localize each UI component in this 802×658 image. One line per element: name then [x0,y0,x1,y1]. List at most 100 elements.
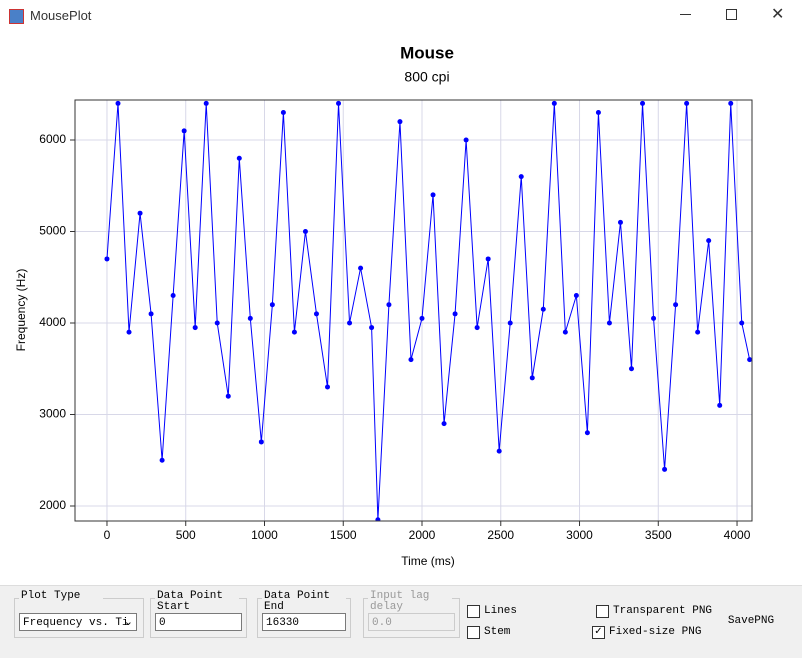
data-point [606,320,612,326]
data-point [706,238,712,244]
group-label: Input lag delay [368,591,452,613]
data-point [728,100,734,106]
input-value: 0 [159,617,166,629]
data-point [137,210,143,216]
data-point [430,192,436,198]
app-icon [9,9,24,24]
data-point [280,110,286,116]
checkbox-label: Stem [484,626,511,638]
y-tick-label: 4000 [39,315,66,329]
data-point [463,137,469,143]
plot-type-group: Plot Type Frequency vs. Ti ⌄ [14,591,144,638]
data-point [529,375,535,381]
data-point [595,110,601,116]
data-point [485,256,491,262]
y-axis-label: Frequency (Hz) [14,269,28,352]
start-input[interactable]: 0 [155,613,242,631]
data-point [496,448,502,454]
data-point [269,302,275,308]
data-point [507,320,513,326]
checkbox-label: Transparent PNG [613,605,713,617]
group-label: Data Point Start [155,591,239,613]
checkbox[interactable] [596,605,609,618]
data-point [584,430,590,436]
x-tick-label: 1000 [251,528,278,542]
data-point [369,325,375,331]
chart-title: Mouse [400,43,454,62]
input-value: 16330 [266,617,300,629]
data-point [397,119,403,125]
start-group: Data Point Start 0 [150,591,247,638]
y-tick-label: 5000 [39,224,66,238]
data-point [684,100,690,106]
data-point [551,100,557,106]
data-point [518,174,524,180]
plot-frame [74,99,753,522]
data-point [739,320,745,326]
data-point [474,325,480,331]
data-point [441,421,447,427]
x-tick-label: 4000 [724,528,751,542]
y-tick-label: 6000 [39,132,66,146]
checkbox[interactable] [467,626,480,639]
data-point [419,315,425,321]
combo-value: Frequency vs. Ti [23,617,129,629]
data-point [375,517,381,521]
data-point [651,315,657,321]
minimize-button[interactable] [680,14,691,15]
data-point [540,306,546,312]
data-point [214,320,220,326]
data-point [313,311,319,317]
checkbox-label: Fixed-size PNG [609,626,702,638]
data-point [573,293,579,299]
plot-type-combo[interactable]: Frequency vs. Ti ⌄ [19,613,137,631]
data-point [336,100,342,106]
data-point [192,325,198,331]
data-point [347,320,353,326]
end-input[interactable]: 16330 [262,613,346,631]
checkbox[interactable]: ✓ [592,626,605,639]
data-point [247,315,253,321]
x-tick-label: 500 [176,528,196,542]
data-point [126,329,132,335]
data-point [159,457,165,463]
save-button[interactable]: SavePNG [727,615,775,627]
checkbox[interactable] [467,605,480,618]
data-point [104,256,110,262]
data-point [358,265,364,271]
data-point [225,393,231,399]
data-point [673,302,679,308]
window-title: MousePlot [30,8,92,23]
x-tick-label: 2500 [487,528,514,542]
data-point [203,100,209,106]
x-tick-label: 3500 [645,528,672,542]
data-point [452,311,458,317]
x-tick-label: 3000 [566,528,593,542]
x-tick-label: 0 [104,528,111,542]
data-point [662,466,668,472]
x-axis-label: Time (ms) [401,554,455,568]
y-tick-label: 3000 [39,407,66,421]
group-label: Plot Type [19,591,103,602]
data-point [747,357,752,363]
lag-input: 0.0 [368,613,455,631]
data-point [181,128,187,134]
chart: Mouse 800 cpi Time (ms) Frequency (Hz) 0… [14,43,753,568]
x-tick-label: 2000 [409,528,436,542]
maximize-button[interactable] [726,9,737,20]
data-point [717,402,723,408]
end-group: Data Point End 16330 [257,591,351,638]
data-point [115,100,121,106]
close-button[interactable]: ✕ [771,6,785,23]
control-panel: Plot Type Frequency vs. Ti ⌄ Data Point S… [0,585,802,658]
data-point [302,228,308,234]
data-point [236,155,242,161]
data-point [695,329,701,335]
data-point [629,366,635,372]
y-tick-label: 2000 [39,498,66,512]
data-point [386,302,392,308]
input-value: 0.0 [372,617,392,629]
data-point [170,293,176,299]
group-label: Data Point End [262,591,346,613]
data-point [258,439,264,445]
